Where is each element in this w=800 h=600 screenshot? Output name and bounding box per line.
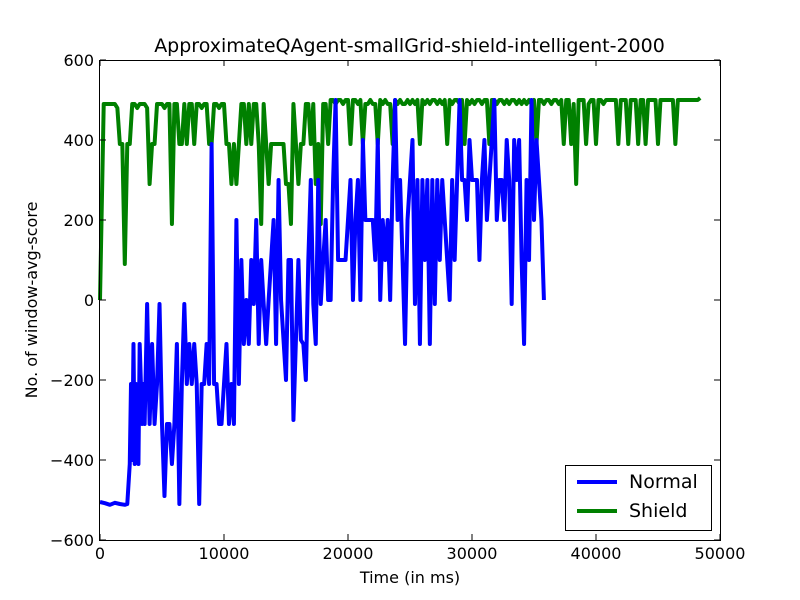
x-tick-label: 0 <box>95 544 105 563</box>
chart-title: ApproximateQAgent-smallGrid-shield-intel… <box>154 35 665 57</box>
x-tick-label: 50000 <box>695 544 746 563</box>
plot-frame <box>99 60 721 541</box>
y-tick-label: 400 <box>63 131 94 150</box>
y-tick-label: −600 <box>50 531 94 550</box>
legend-label-normal: Normal <box>629 471 698 493</box>
x-tick-label: 40000 <box>571 544 622 563</box>
y-tick-label: −400 <box>50 451 94 470</box>
y-tick-label: 600 <box>63 51 94 70</box>
x-tick-label: 30000 <box>447 544 498 563</box>
series-line-shield <box>98 96 702 301</box>
plot-lines <box>98 96 702 507</box>
y-axis: −600 −400 −200 0 200 400 600 <box>50 51 720 550</box>
legend: Normal Shield <box>565 465 712 531</box>
x-tick-label: 20000 <box>323 544 374 563</box>
x-tick-label: 10000 <box>199 544 250 563</box>
y-tick-label: 200 <box>63 211 94 230</box>
y-axis-label: No. of window-avg-score <box>22 202 41 399</box>
y-tick-label: −200 <box>50 371 94 390</box>
x-axis-label: Time (in ms) <box>359 568 460 587</box>
series-line-normal <box>99 98 546 507</box>
x-axis: 0 10000 20000 30000 40000 50000 <box>95 60 746 563</box>
legend-label-shield: Shield <box>629 500 687 522</box>
y-tick-label: 0 <box>84 291 94 310</box>
legend-box <box>565 465 712 531</box>
